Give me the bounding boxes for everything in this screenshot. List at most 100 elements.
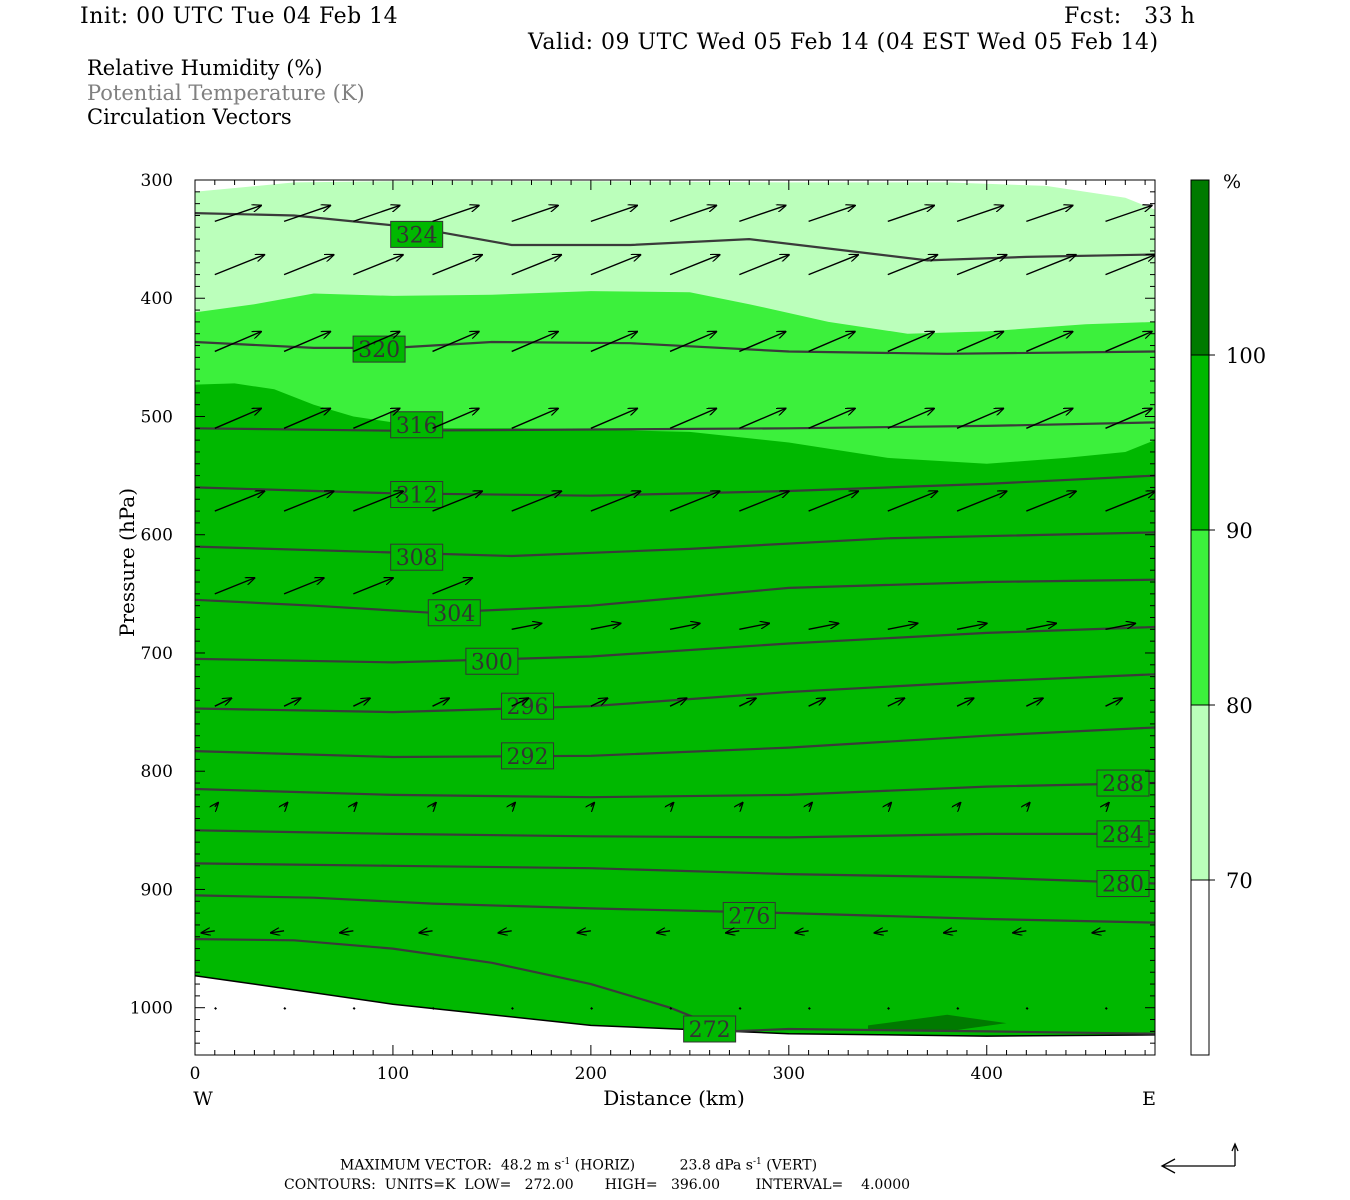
y-tick-label: 300 (141, 171, 173, 191)
vector-arrow (353, 698, 370, 707)
theta-label-box (465, 647, 519, 675)
vector-arrow (669, 332, 716, 353)
theta-contour-296 (195, 673, 1155, 714)
vector-arrow (499, 931, 512, 933)
rh-fill-layer (195, 181, 1155, 1055)
theta-label-text: 288 (1102, 772, 1144, 797)
vector-arrow (283, 491, 334, 512)
vector-arrow (669, 409, 716, 429)
y-tick-label: 400 (141, 289, 173, 309)
y-tick-label: 500 (141, 407, 173, 427)
rh-region-100 (868, 1014, 1007, 1032)
theta-contour-layer: 324 320 316 312 308 304 300 296 292 288 284 280 276 2… (195, 212, 1155, 1043)
theta-contour-308 (195, 531, 1155, 558)
vector-arrow (887, 623, 918, 631)
vector-arrow (353, 255, 403, 276)
vector-arrow (578, 931, 591, 933)
vector-arrow (214, 1006, 218, 1010)
theta-contour-320 (195, 340, 1155, 355)
vector-arrow (739, 698, 756, 707)
vector-arrow (215, 803, 218, 807)
vector-arrow (1026, 698, 1043, 707)
vector-arrow (512, 803, 515, 807)
vector-arrow (808, 698, 826, 707)
x-tick-label: 200 (575, 1064, 607, 1084)
vector-arrow (956, 255, 1007, 276)
theta-label-316: 316 (390, 411, 444, 439)
vector-arrow (738, 1006, 742, 1010)
vector-arrow (669, 623, 700, 631)
theta-label-300: 300 (465, 647, 519, 675)
x-end-label-east: E (1142, 1088, 1156, 1110)
x-tick-label: 100 (377, 1064, 409, 1084)
vector-arrow (956, 409, 1003, 429)
vector-arrow (353, 409, 399, 429)
theta-label-text: 312 (396, 484, 438, 509)
colorbar: 70 80 90 100% (1190, 171, 1266, 1056)
theta-label-292: 292 (501, 742, 555, 770)
vector-arrow (887, 409, 934, 429)
theta-label-box (427, 599, 481, 627)
theta-label-text: 292 (507, 745, 549, 770)
max-vector-vert: 23.8 dPa s (679, 1157, 753, 1174)
x-axis-label: Distance (km) (603, 1086, 745, 1110)
vector-arrow (590, 409, 637, 429)
vector-arrow (669, 698, 687, 707)
theta-contour-316 (195, 421, 1155, 432)
surface-line (195, 975, 1155, 1037)
vector-arrow (432, 332, 479, 353)
vector-arrow (590, 332, 637, 353)
theta-label-324: 324 (390, 220, 444, 248)
vector-arrow (283, 698, 301, 707)
y-tick-label: 800 (141, 762, 173, 782)
theta-label-312: 312 (390, 481, 444, 509)
theta-label-296: 296 (501, 692, 555, 720)
vector-arrow (887, 1006, 890, 1010)
colorbar-label: 100 (1226, 344, 1266, 368)
vector-arrow (739, 255, 789, 276)
legend-circulation-vectors: Circulation Vectors (87, 105, 292, 129)
vector-arrow (214, 332, 261, 353)
vector-arrow (1105, 409, 1152, 429)
x-tick-label: 400 (971, 1064, 1003, 1084)
vector-arrow (590, 698, 608, 707)
vector-arrow (283, 332, 330, 353)
y-axis-label: Pressure (hPa) (115, 488, 139, 637)
vector-arrow (1026, 803, 1029, 807)
vector-arrow (511, 623, 542, 631)
theta-label-box (1096, 820, 1150, 848)
vector-arrow (590, 623, 621, 631)
theta-label-text: 308 (396, 546, 438, 571)
vector-arrow (432, 491, 483, 512)
theta-label-272: 272 (683, 1015, 737, 1043)
theta-label-box (683, 1015, 737, 1043)
vector-arrow (808, 332, 855, 353)
theta-label-304: 304 (427, 599, 481, 627)
vector-arrow (511, 206, 558, 223)
vector-arrow (956, 623, 987, 631)
vector-arrow (809, 803, 812, 807)
vector-arrow (808, 255, 859, 276)
theta-label-box (390, 220, 444, 248)
vector-arrow (271, 931, 285, 933)
vector-arrow (739, 332, 785, 353)
theta-contour-284 (195, 829, 1155, 839)
theta-contour-312 (195, 474, 1155, 497)
vector-arrow (956, 1006, 960, 1010)
vector-arrow (669, 1006, 673, 1010)
rh-region-90-100 (195, 383, 1155, 1037)
vector-arrow (657, 931, 671, 933)
vector-arrow (1105, 206, 1152, 223)
colorbar-segment (1190, 354, 1210, 531)
vector-arrow (511, 409, 558, 429)
vector-arrow (1026, 206, 1072, 223)
vector-arrow (875, 931, 888, 933)
vector-arrow (669, 206, 716, 223)
vector-arrow (352, 1006, 356, 1010)
vector-arrow (433, 803, 436, 807)
vector-arrow (956, 206, 1003, 223)
axes-layer: 300 400 500 600 700 800 900 1000 0 100 200 300 400 W E… (115, 171, 1156, 1110)
vector-arrow (353, 332, 399, 353)
max-vector-label: MAXIMUM VECTOR: (340, 1157, 492, 1174)
theta-contour-304 (195, 578, 1155, 614)
